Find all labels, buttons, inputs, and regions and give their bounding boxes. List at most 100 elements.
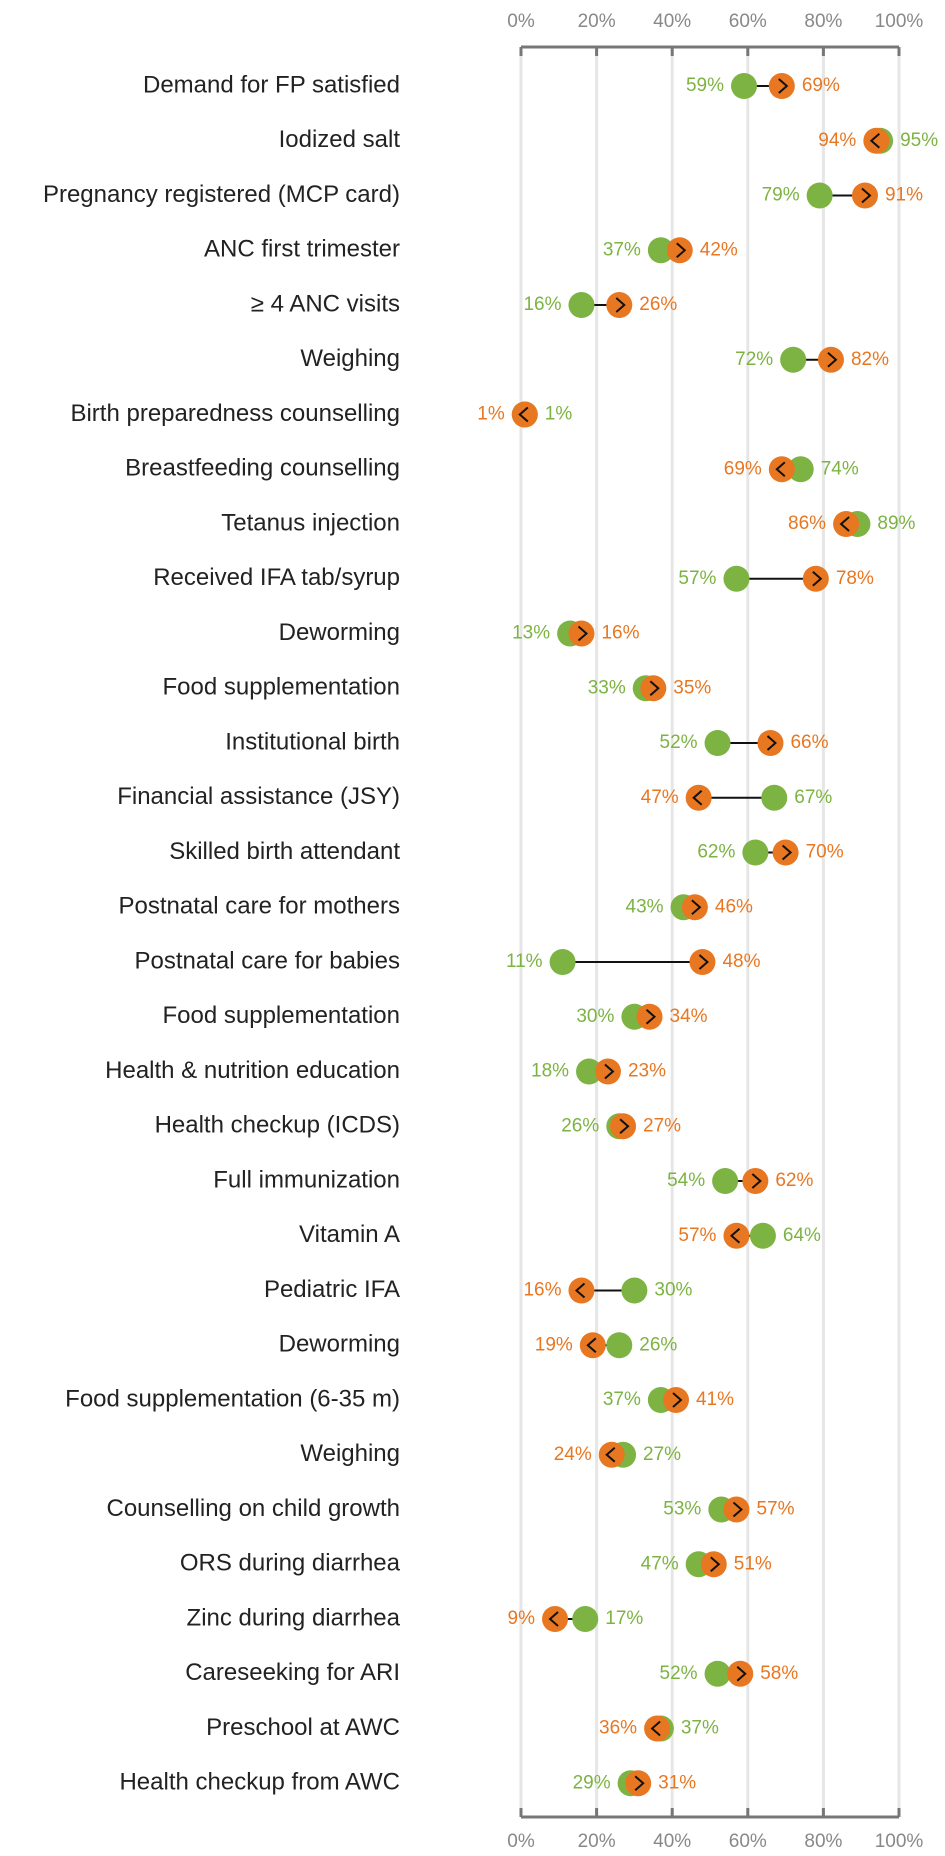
value-label: 74% bbox=[821, 458, 859, 479]
dot bbox=[768, 73, 795, 99]
dot bbox=[576, 1058, 603, 1085]
dot bbox=[833, 511, 860, 537]
category-label: Demand for FP satisfied bbox=[143, 71, 400, 98]
arrowhead bbox=[766, 735, 777, 751]
dot bbox=[606, 1332, 633, 1359]
dot bbox=[572, 1606, 599, 1632]
value-label: 23% bbox=[628, 1061, 666, 1082]
category-label: Institutional birth bbox=[225, 728, 400, 755]
value-label: 52% bbox=[660, 1663, 698, 1684]
dot bbox=[621, 1277, 648, 1304]
value-label: 89% bbox=[877, 513, 915, 534]
x-tick-label: 0% bbox=[507, 1831, 535, 1852]
value-label: 53% bbox=[663, 1499, 701, 1520]
dot bbox=[568, 292, 595, 318]
value-label: 57% bbox=[678, 568, 716, 589]
x-tick-label: 60% bbox=[729, 1831, 767, 1852]
category-label: ORS during diarrhea bbox=[180, 1550, 401, 1577]
arrowhead bbox=[518, 406, 529, 423]
category-label: Received IFA tab/syrup bbox=[153, 564, 400, 591]
x-tick-label: 100% bbox=[875, 1831, 924, 1852]
value-label: 78% bbox=[836, 568, 874, 589]
category-label: Counselling on child growth bbox=[106, 1495, 400, 1522]
dot bbox=[723, 1496, 750, 1523]
dot bbox=[780, 346, 807, 373]
arrowhead bbox=[736, 1665, 747, 1682]
arrowhead bbox=[548, 1611, 559, 1627]
arrowhead bbox=[615, 297, 626, 313]
value-label: 41% bbox=[696, 1389, 734, 1410]
category-label: Careseeking for ARI bbox=[185, 1659, 400, 1686]
arrowhead bbox=[698, 954, 709, 970]
value-label: 18% bbox=[531, 1061, 569, 1082]
value-label: 37% bbox=[681, 1718, 719, 1739]
value-label: 16% bbox=[523, 294, 561, 315]
value-label: 91% bbox=[885, 185, 923, 206]
dot bbox=[594, 1058, 621, 1085]
category-label: Postnatal care for babies bbox=[135, 947, 401, 974]
arrowhead bbox=[649, 680, 660, 697]
value-label: 67% bbox=[794, 787, 832, 808]
category-label: Weighing bbox=[300, 1440, 400, 1467]
category-label: Food supplementation bbox=[163, 674, 401, 701]
dot bbox=[685, 784, 712, 811]
category-label: Zinc during diarrhea bbox=[187, 1604, 401, 1631]
x-tick-label: 20% bbox=[578, 1831, 616, 1852]
arrowhead bbox=[672, 1392, 683, 1408]
dot bbox=[542, 1606, 569, 1632]
value-label: 69% bbox=[724, 458, 762, 479]
x-tick-label: 80% bbox=[804, 11, 842, 32]
dot bbox=[689, 949, 716, 975]
value-label: 42% bbox=[700, 239, 738, 260]
category-label: Weighing bbox=[300, 345, 400, 372]
arrowhead bbox=[732, 1501, 743, 1518]
arrowhead bbox=[605, 1446, 616, 1463]
category-label: ≥ 4 ANC visits bbox=[251, 290, 400, 317]
dot bbox=[579, 1332, 606, 1359]
category-label: Financial assistance (JSY) bbox=[117, 783, 400, 810]
value-label: 95% bbox=[900, 130, 938, 151]
dot bbox=[787, 456, 814, 483]
value-label: 47% bbox=[641, 1553, 679, 1574]
dot bbox=[772, 839, 799, 866]
dot bbox=[704, 1660, 731, 1687]
dot bbox=[610, 1113, 637, 1140]
dot bbox=[700, 1551, 727, 1578]
dot bbox=[802, 565, 829, 592]
arrowhead bbox=[751, 1173, 762, 1189]
dot bbox=[712, 1168, 739, 1194]
value-label: 54% bbox=[667, 1170, 705, 1191]
dot bbox=[549, 949, 576, 975]
x-tick-label: 60% bbox=[729, 11, 767, 32]
dot bbox=[636, 1003, 663, 1030]
value-label: 46% bbox=[715, 896, 753, 917]
value-label: 1% bbox=[545, 404, 573, 425]
dot bbox=[757, 730, 784, 756]
value-label: 1% bbox=[477, 404, 505, 425]
category-label: Breastfeeding counselling bbox=[125, 455, 400, 482]
value-label: 9% bbox=[508, 1608, 536, 1629]
category-label: Skilled birth attendant bbox=[169, 838, 400, 865]
arrowhead bbox=[827, 351, 838, 368]
dot bbox=[851, 182, 878, 209]
value-label: 30% bbox=[654, 1280, 692, 1301]
dot bbox=[598, 1441, 625, 1468]
value-label: 57% bbox=[678, 1225, 716, 1246]
value-label: 70% bbox=[806, 842, 844, 863]
value-label: 26% bbox=[639, 294, 677, 315]
value-label: 51% bbox=[734, 1553, 772, 1574]
value-label: 66% bbox=[790, 732, 828, 753]
value-label: 37% bbox=[603, 1389, 641, 1410]
dot bbox=[606, 292, 633, 318]
dot bbox=[768, 456, 795, 483]
value-label: 16% bbox=[523, 1280, 561, 1301]
arrowhead bbox=[692, 789, 703, 806]
category-label: Preschool at AWC bbox=[206, 1714, 400, 1741]
x-tick-label: 40% bbox=[653, 11, 691, 32]
arrowhead bbox=[586, 1337, 597, 1354]
arrowhead bbox=[676, 242, 687, 259]
value-label: 57% bbox=[756, 1499, 794, 1520]
arrowhead bbox=[839, 516, 850, 532]
category-label: Pediatric IFA bbox=[264, 1276, 400, 1303]
